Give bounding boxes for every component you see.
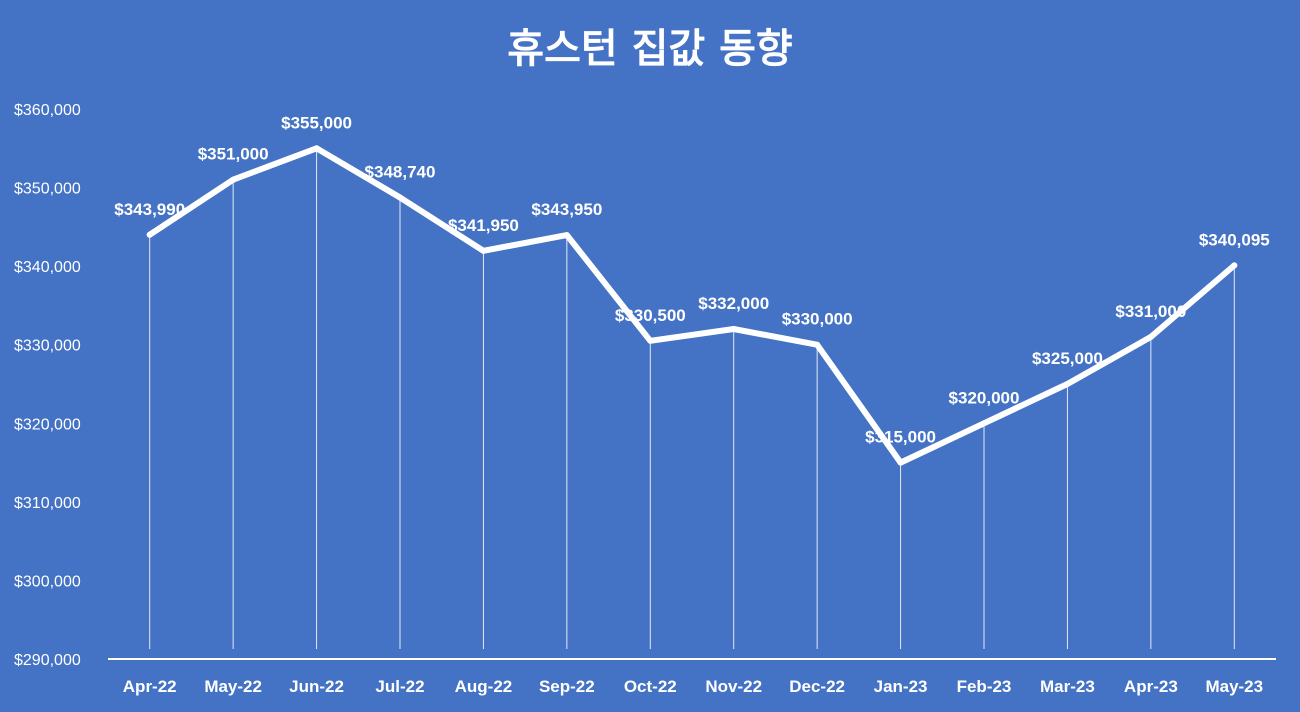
x-axis-ticks: Apr-22 May-22 Jun-22 Jul-22 Aug-22 Sep-22 Oct-… xyxy=(123,677,1263,696)
data-label: $348,740 xyxy=(365,162,436,181)
data-point xyxy=(230,176,237,183)
x-tick-label: Jul-22 xyxy=(375,677,424,696)
x-tick-label: Apr-22 xyxy=(123,677,177,696)
x-tick-label: Jan-23 xyxy=(874,677,928,696)
y-axis-ticks: $290,000 $300,000 $310,000 $320,000 $330,000… xyxy=(14,102,81,669)
data-label: $330,500 xyxy=(615,306,686,325)
series-line xyxy=(146,145,1238,466)
x-tick-label: Feb-23 xyxy=(957,677,1012,696)
data-point xyxy=(397,194,403,201)
data-label: $330,000 xyxy=(782,310,853,329)
x-tick-label: May-22 xyxy=(204,677,262,696)
x-tick-label: Mar-23 xyxy=(1040,677,1095,696)
data-label: $355,000 xyxy=(281,113,352,132)
x-tick-label: Aug-22 xyxy=(455,677,513,696)
y-tick-label: $350,000 xyxy=(14,181,81,198)
data-label: $340,095 xyxy=(1199,230,1270,249)
data-point xyxy=(313,145,320,152)
y-tick-label: $300,000 xyxy=(14,573,81,590)
data-labels: $343,990 $351,000 $355,000 $348,740 $341,950… xyxy=(114,113,1269,446)
data-point xyxy=(1231,262,1238,269)
data-point xyxy=(146,231,153,238)
data-point xyxy=(1064,381,1071,387)
data-label: $331,000 xyxy=(1115,302,1186,321)
data-label: $351,000 xyxy=(198,145,269,164)
y-tick-label: $320,000 xyxy=(14,416,81,433)
data-point xyxy=(981,420,987,427)
x-tick-label: May-23 xyxy=(1205,677,1263,696)
x-tick-label: Oct-22 xyxy=(624,677,677,696)
data-label: $325,000 xyxy=(1032,349,1103,368)
data-point xyxy=(814,341,821,348)
data-label: $315,000 xyxy=(865,428,936,447)
data-point xyxy=(563,232,570,239)
y-tick-label: $290,000 xyxy=(14,652,81,669)
data-label: $332,000 xyxy=(698,294,769,313)
data-point xyxy=(480,247,487,254)
data-point xyxy=(897,459,904,466)
x-tick-label: Sep-22 xyxy=(539,677,595,696)
y-tick-label: $310,000 xyxy=(14,495,81,512)
data-point xyxy=(647,337,654,344)
y-tick-label: $340,000 xyxy=(14,259,81,276)
x-tick-label: Apr-23 xyxy=(1124,677,1178,696)
data-point xyxy=(730,326,737,332)
data-label: $320,000 xyxy=(949,388,1020,407)
x-tick-label: Dec-22 xyxy=(789,677,845,696)
data-points xyxy=(146,145,1238,466)
data-label: $343,950 xyxy=(531,200,602,219)
x-tick-label: Nov-22 xyxy=(705,677,762,696)
y-tick-label: $360,000 xyxy=(14,102,81,119)
data-label: $341,950 xyxy=(448,216,519,235)
data-label: $343,990 xyxy=(114,200,185,219)
y-tick-label: $330,000 xyxy=(14,338,81,355)
chart-title: 휴스턴 집값 동향 xyxy=(507,26,792,72)
x-tick-label: Jun-22 xyxy=(289,677,344,696)
drop-lines xyxy=(149,148,1235,649)
data-point xyxy=(1147,333,1154,340)
